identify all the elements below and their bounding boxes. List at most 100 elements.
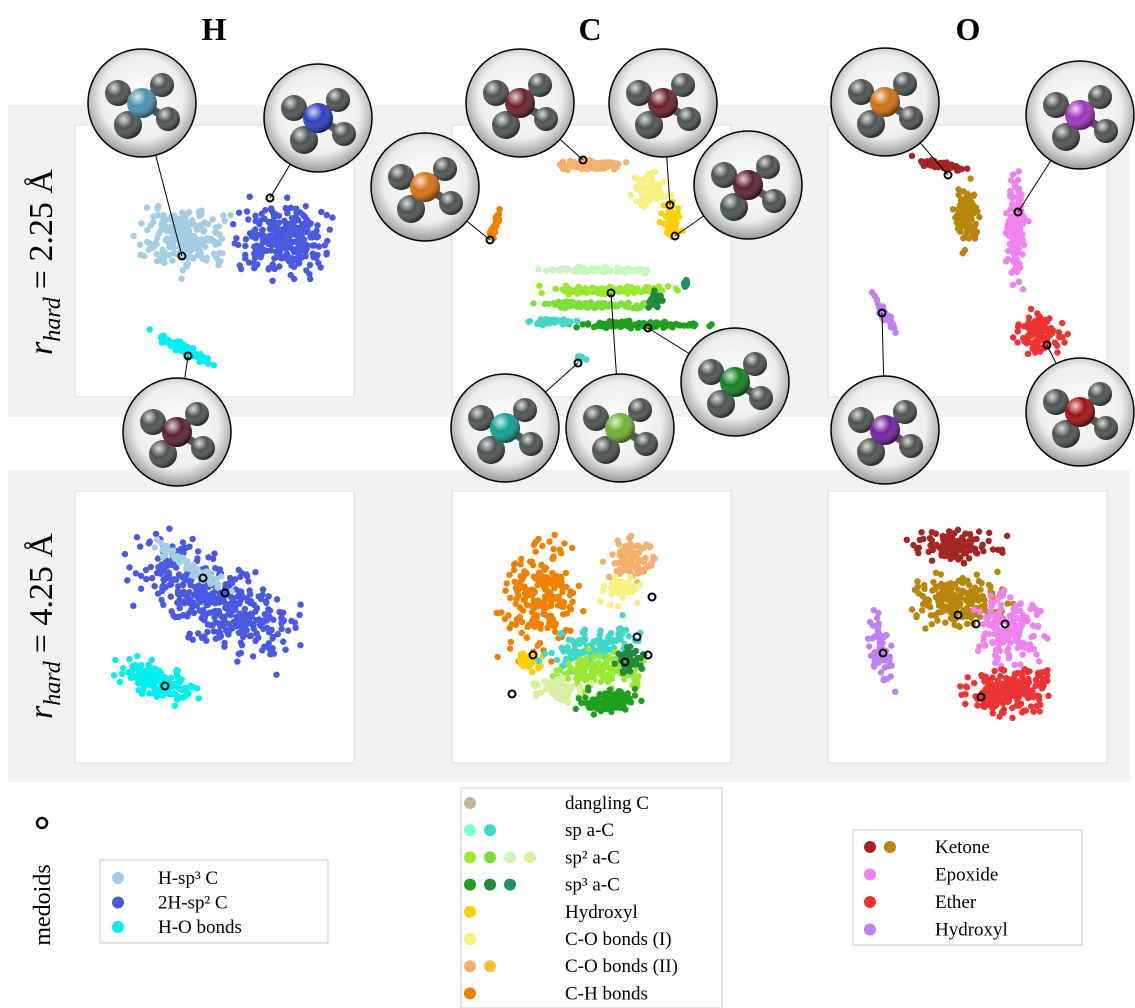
scatter-dot [1029, 687, 1036, 694]
scatter-dot [634, 675, 641, 682]
scatter-dot [538, 562, 545, 569]
atom-shade [733, 170, 763, 200]
scatter-dot [954, 225, 962, 232]
scatter-dot [1033, 623, 1041, 630]
scatter-dot [529, 562, 537, 569]
scatter-dot [536, 602, 543, 609]
scatter-dot [494, 217, 501, 224]
scatter-dot [593, 637, 600, 644]
column-title: H [202, 11, 227, 47]
scatter-dot [575, 582, 582, 589]
scatter-dot [943, 549, 950, 557]
scatter-dot [285, 223, 292, 230]
scatter-dot [602, 641, 609, 648]
scatter-dot [288, 617, 295, 625]
scatter-dot [991, 667, 998, 675]
atom-shade [848, 407, 874, 433]
scatter-dot [179, 237, 186, 244]
scatter-dot [1032, 682, 1039, 689]
scatter-dot [996, 639, 1003, 647]
scatter-dot [617, 321, 625, 328]
scatter-dot [146, 678, 153, 685]
scatter-dot [146, 326, 153, 333]
scatter-dot [978, 593, 985, 600]
scatter-dot [512, 600, 519, 608]
legend-marker [112, 896, 124, 909]
scatter-dot [964, 165, 971, 172]
scatter-dot [597, 707, 605, 715]
scatter-dot [176, 605, 183, 612]
scatter-dot [323, 249, 330, 256]
scatter-dot [960, 235, 967, 242]
scatter-dot [1009, 714, 1016, 722]
scatter-dot [307, 275, 314, 283]
scatter-dot [978, 672, 985, 679]
scatter-dot [960, 549, 968, 556]
scatter-dot [143, 575, 150, 583]
scatter-dot [553, 594, 560, 601]
scatter-dot [1005, 637, 1012, 644]
scatter-dot [273, 596, 281, 603]
scatter-dot [523, 601, 531, 609]
scatter-dot [631, 692, 639, 699]
atom-shade [762, 189, 786, 213]
medoid [485, 235, 495, 245]
scatter-dot [614, 690, 621, 697]
scatter-dot [1041, 632, 1048, 640]
scatter-dot [537, 662, 544, 670]
scatter-dot [576, 656, 584, 663]
scatter-dot [137, 251, 144, 258]
scatter-dot [126, 564, 133, 571]
scatter-dot [1014, 328, 1021, 335]
column-title: C [578, 11, 601, 47]
scatter-dot [609, 638, 616, 646]
scatter-dot [583, 304, 590, 311]
scatter-dot [201, 633, 208, 640]
medoid [632, 632, 642, 642]
scatter-dot [254, 261, 261, 268]
scatter-dot [959, 587, 966, 594]
scatter-dot [218, 235, 226, 243]
scatter-dot [550, 266, 557, 274]
scatter-dot [611, 583, 619, 591]
scatter-dot [892, 329, 899, 336]
scatter-dot [638, 665, 645, 672]
scatter-dot [290, 248, 298, 255]
row-subscript: hard [40, 296, 66, 341]
scatter-dot [982, 614, 990, 621]
scatter-dot [971, 680, 978, 687]
scatter-dot [987, 592, 994, 599]
scatter-dot [534, 642, 541, 649]
medoid [976, 692, 986, 702]
scatter-dot [507, 638, 515, 646]
scatter-dot [577, 684, 584, 691]
scatter-dot [521, 583, 528, 590]
scatter-dot [235, 650, 242, 658]
scatter-dot [1033, 651, 1040, 658]
scatter-dot [523, 570, 530, 577]
scatter-dot [1064, 330, 1072, 338]
scatter-dot [924, 602, 931, 609]
scatter-dot [887, 673, 894, 680]
scatter-dot [939, 160, 947, 167]
legend-marker [504, 878, 516, 891]
scatter-dot [179, 574, 186, 581]
scatter-dot [233, 235, 240, 242]
scatter-dot [137, 585, 145, 592]
scatter-dot [259, 586, 267, 593]
scatter-dot [1011, 239, 1018, 246]
scatter-dot [1014, 644, 1021, 652]
scatter-dot [134, 652, 141, 660]
scatter-dot [252, 226, 259, 233]
scatter-dot [259, 226, 266, 234]
medoid [573, 358, 583, 368]
scatter-dot [248, 613, 255, 620]
scatter-dot [1011, 661, 1018, 669]
scatter-dot [600, 582, 608, 589]
scatter-dot [146, 666, 153, 673]
scatter-dot [218, 573, 225, 580]
scatter-dot [889, 321, 897, 328]
scatter-dot [964, 620, 971, 627]
scatter-dot [1010, 334, 1017, 341]
scatter-dot [195, 630, 202, 637]
